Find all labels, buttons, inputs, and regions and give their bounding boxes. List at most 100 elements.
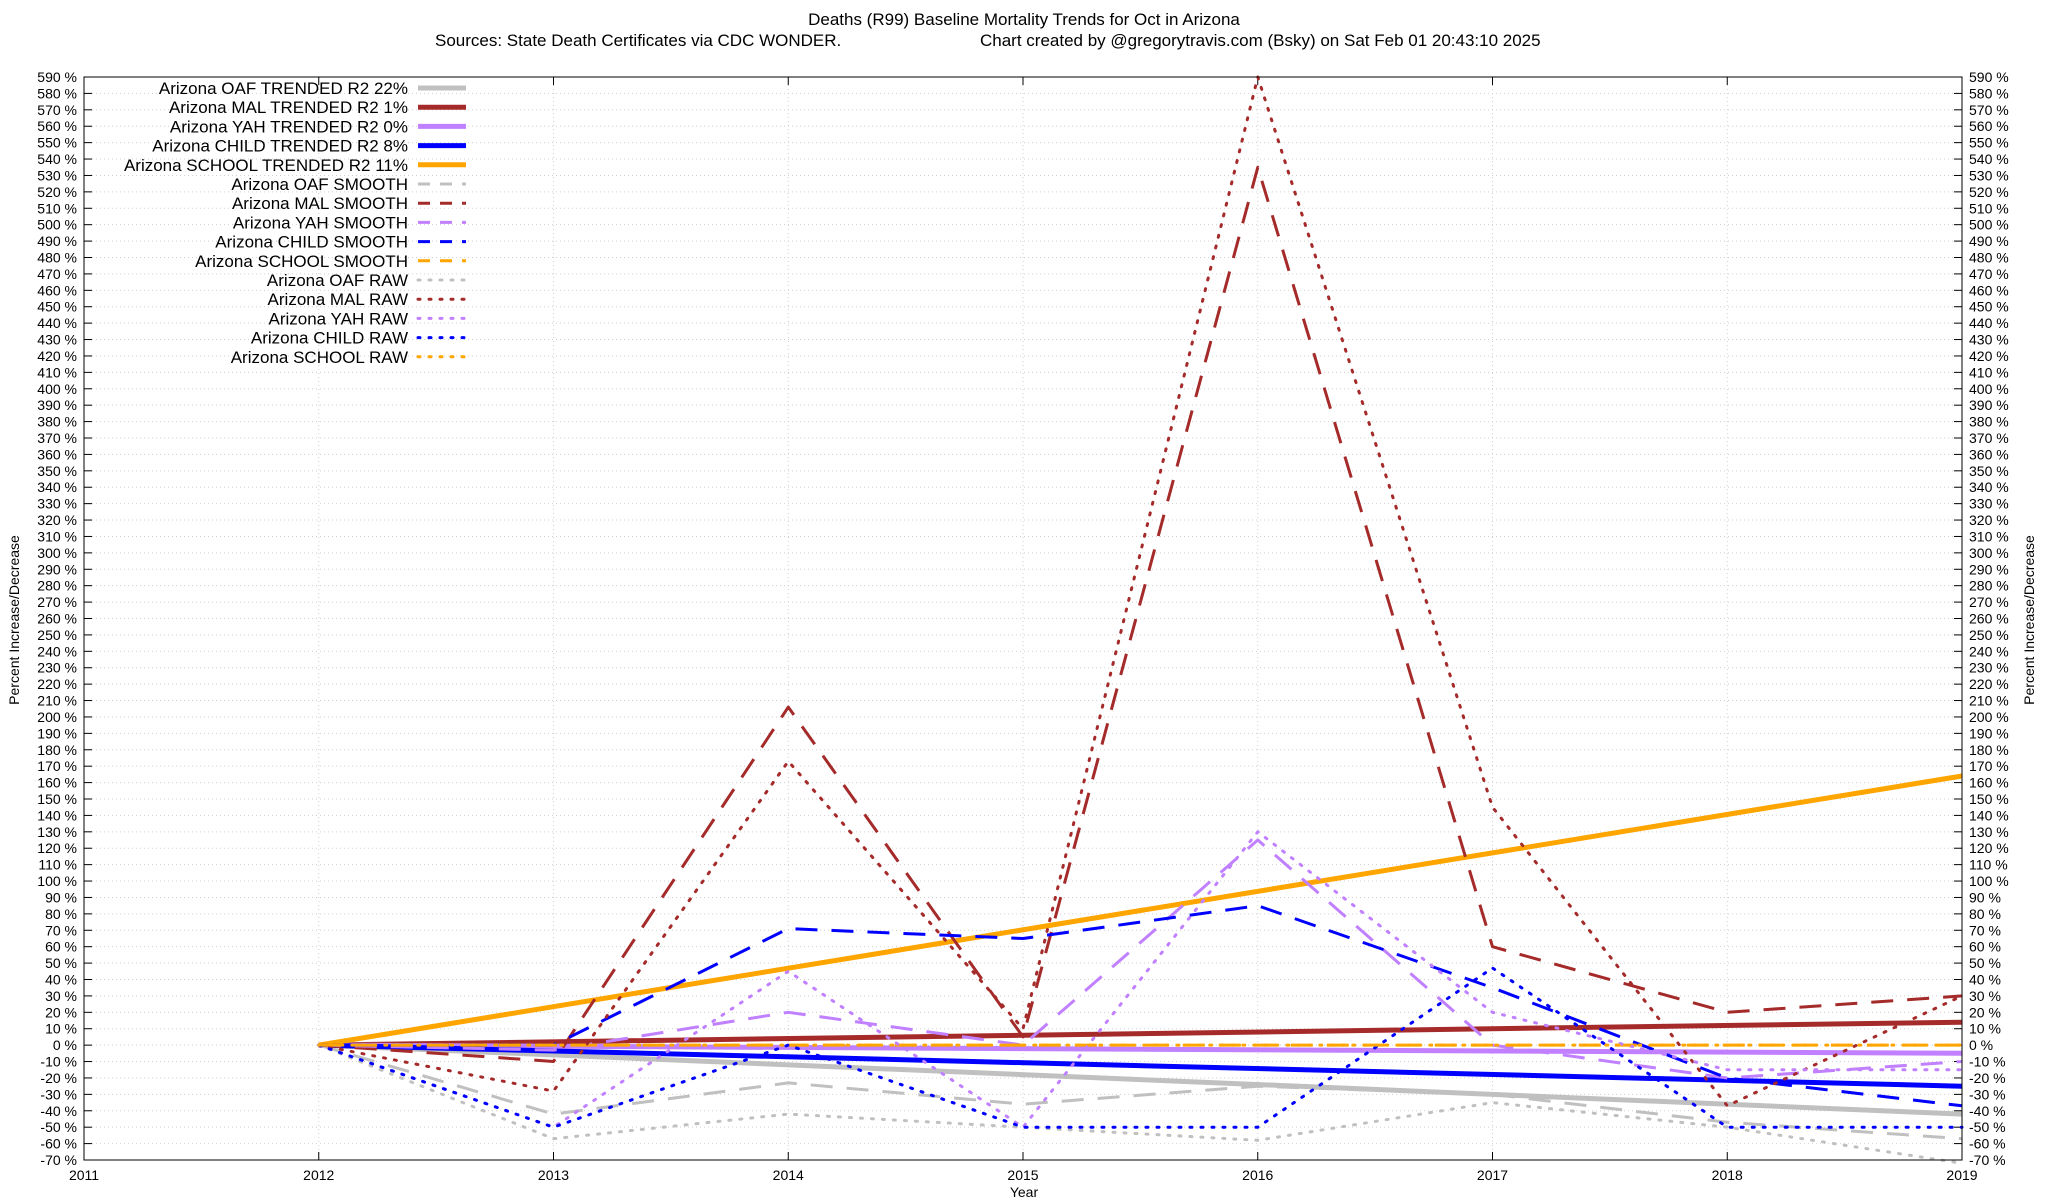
y-tick-label-right: 180 % <box>1969 742 2009 758</box>
y-tick-label-left: 130 % <box>37 824 77 840</box>
legend-label-13: Arizona CHILD RAW <box>251 329 408 348</box>
y-tick-label-left: 580 % <box>37 85 77 101</box>
y-tick-label-right: 540 % <box>1969 151 2009 167</box>
y-tick-label-right: 310 % <box>1969 528 2009 544</box>
y-tick-label-right: 480 % <box>1969 250 2009 266</box>
y-tick-label-left: 180 % <box>37 742 77 758</box>
y-tick-label-left: 220 % <box>37 676 77 692</box>
y-tick-label-left: 240 % <box>37 643 77 659</box>
x-tick-label: 2014 <box>773 1167 804 1183</box>
y-tick-label-left: 290 % <box>37 561 77 577</box>
x-tick-label: 2012 <box>303 1167 334 1183</box>
y-tick-label-left: 110 % <box>38 857 77 873</box>
y-tick-label-right: 260 % <box>1969 611 2009 627</box>
y-tick-label-right: 40 % <box>1969 972 2001 988</box>
y-tick-label-right: 30 % <box>1969 988 2001 1004</box>
y-tick-label-right: 320 % <box>1969 512 2009 528</box>
y-tick-label-left: -30 % <box>40 1086 77 1102</box>
y-tick-label-right: 280 % <box>1969 578 2009 594</box>
y-tick-label-right: 50 % <box>1969 955 2001 971</box>
y-tick-label-right: 510 % <box>1969 200 2009 216</box>
x-tick-label: 2013 <box>538 1167 569 1183</box>
y-tick-label-left: 520 % <box>37 184 77 200</box>
y-tick-label-left: 560 % <box>37 118 77 134</box>
y-tick-label-left: 200 % <box>37 709 77 725</box>
series-line-5 <box>318 1043 1963 1141</box>
y-tick-label-left: -60 % <box>40 1136 77 1152</box>
y-tick-label-right: 90 % <box>1969 889 2001 905</box>
y-tick-label-right: 440 % <box>1969 315 2009 331</box>
legend-label-14: Arizona SCHOOL RAW <box>231 348 408 367</box>
y-tick-label-right: -50 % <box>1969 1119 2006 1135</box>
y-tick-label-left: 90 % <box>45 889 77 905</box>
y-tick-label-left: 410 % <box>37 364 77 380</box>
y-tick-label-left: 300 % <box>37 545 77 561</box>
y-tick-label-right: 380 % <box>1969 414 2009 430</box>
y-tick-label-left: 260 % <box>37 611 77 627</box>
y-tick-label-right: 590 % <box>1969 69 2009 85</box>
y-tick-label-left: 80 % <box>45 906 77 922</box>
y-tick-label-left: 250 % <box>37 627 77 643</box>
y-tick-label-left: 190 % <box>37 725 77 741</box>
y-tick-label-left: 450 % <box>37 299 77 315</box>
y-tick-label-left: 440 % <box>37 315 77 331</box>
y-tick-label-left: 0 % <box>53 1037 77 1053</box>
x-tick-label: 2018 <box>1712 1167 1743 1183</box>
y-tick-label-left: 430 % <box>37 332 77 348</box>
y-tick-label-left: 330 % <box>37 496 77 512</box>
y-tick-label-left: 70 % <box>45 922 77 938</box>
y-tick-label-left: 350 % <box>37 463 77 479</box>
y-tick-label-right: 430 % <box>1969 332 2009 348</box>
y-tick-label-left: 280 % <box>37 578 77 594</box>
series-line-12 <box>317 830 1964 1129</box>
y-tick-label-right: 240 % <box>1969 643 2009 659</box>
y-tick-label-right: 270 % <box>1969 594 2009 610</box>
y-tick-label-left: 210 % <box>37 693 77 709</box>
series-line-4 <box>318 773 1963 1048</box>
y-tick-label-right: 350 % <box>1969 463 2009 479</box>
y-tick-label-left: 540 % <box>37 151 77 167</box>
y-tick-label-left: 120 % <box>37 840 77 856</box>
y-tick-label-left: 500 % <box>37 217 77 233</box>
legend-label-8: Arizona CHILD SMOOTH <box>215 233 408 252</box>
y-tick-label-left: 550 % <box>37 135 77 151</box>
legend: Arizona OAF TRENDED R2 22%Arizona MAL TR… <box>124 79 468 367</box>
y-tick-label-right: -30 % <box>1969 1086 2006 1102</box>
y-tick-label-right: 500 % <box>1969 217 2009 233</box>
y-tick-label-right: 160 % <box>1969 775 2009 791</box>
y-tick-label-right: 420 % <box>1969 348 2009 364</box>
y-tick-label-right: 580 % <box>1969 85 2009 101</box>
legend-label-11: Arizona MAL RAW <box>268 290 408 309</box>
plot-frame <box>83 76 1963 1161</box>
y-tick-label-right: 190 % <box>1969 725 2009 741</box>
y-tick-label-left: 510 % <box>37 200 77 216</box>
y-tick-label-right: -70 % <box>1969 1152 2006 1168</box>
y-tick-label-left: 20 % <box>45 1004 77 1020</box>
y-tick-label-right: -40 % <box>1969 1103 2006 1119</box>
series-line-0 <box>318 1042 1963 1117</box>
legend-label-4: Arizona SCHOOL TRENDED R2 11% <box>124 156 408 175</box>
y-tick-label-left: 390 % <box>37 397 77 413</box>
y-tick-label-right: 410 % <box>1969 364 2009 380</box>
y-tick-label-left: 460 % <box>37 282 77 298</box>
chart-title: Deaths (R99) Baseline Mortality Trends f… <box>808 10 1240 29</box>
x-tick-label: 2019 <box>1946 1167 1977 1183</box>
x-tick-label: 2011 <box>69 1167 99 1183</box>
y-tick-label-right: 300 % <box>1969 545 2009 561</box>
y-tick-label-left: 140 % <box>37 807 77 823</box>
y-tick-label-right: 170 % <box>1969 758 2009 774</box>
y-tick-label-left: 380 % <box>37 414 77 430</box>
series-line-1 <box>318 1019 1963 1048</box>
y-tick-label-right: 140 % <box>1969 807 2009 823</box>
y-tick-label-left: 150 % <box>37 791 77 807</box>
series-line-7 <box>318 838 1963 1080</box>
y-tick-label-left: 400 % <box>37 381 77 397</box>
y-tick-label-left: 310 % <box>37 528 77 544</box>
legend-label-10: Arizona OAF RAW <box>267 271 408 290</box>
y-axis-label-left: Percent Increase/Decrease <box>6 535 22 705</box>
legend-label-9: Arizona SCHOOL SMOOTH <box>195 252 408 271</box>
y-tick-label-right: -60 % <box>1969 1136 2006 1152</box>
series-layer <box>317 75 1964 1165</box>
y-tick-label-left: 60 % <box>45 939 77 955</box>
